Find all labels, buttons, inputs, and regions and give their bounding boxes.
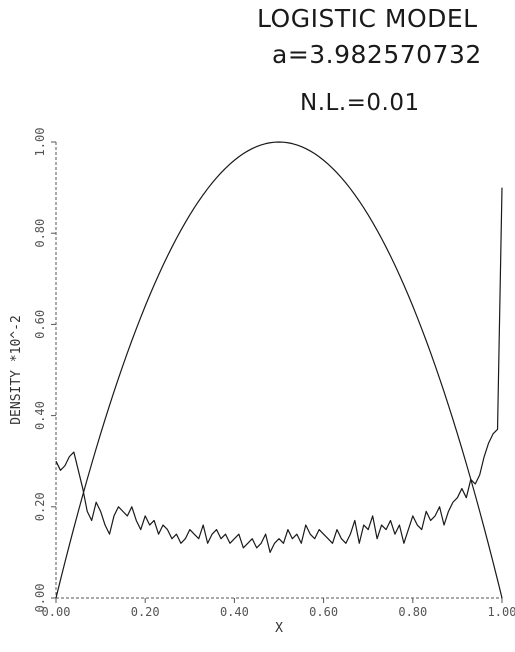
y-tick-label: 0.60	[33, 310, 47, 339]
y-tick-label: 0.40	[33, 401, 47, 430]
x-axis-label: X	[275, 621, 283, 636]
x-tick-label: 0.60	[309, 605, 338, 619]
y-axis-label: DENSITY *10^-2	[9, 315, 24, 425]
y-tick-label: 0.20	[33, 492, 47, 521]
parameter-label: a=3.982570732	[272, 40, 482, 69]
x-tick-label: 0.20	[131, 605, 160, 619]
x-tick-label: 0.80	[398, 605, 427, 619]
density-histogram-line	[55, 187, 503, 553]
noise-level-label: N.L.=0.01	[300, 90, 420, 116]
x-tick-label: 0.40	[220, 605, 249, 619]
chart-series	[55, 141, 503, 599]
y-tick-label: 1.00	[33, 128, 47, 157]
chart-ticks: 0.00 0.20 0.40 0.60 0.80 1.00 0.00 0.20 0.40 0.60…	[33, 128, 515, 619]
y-tick-label: 0.00	[33, 584, 47, 613]
x-tick-label: 1.00	[488, 605, 515, 619]
chart-axes	[55, 142, 502, 599]
x-tick-label: 0.00	[42, 605, 71, 619]
y-tick-label: 0.80	[33, 219, 47, 248]
chart-title: LOGISTIC MODEL	[257, 4, 478, 33]
parabola-curve	[55, 141, 503, 599]
